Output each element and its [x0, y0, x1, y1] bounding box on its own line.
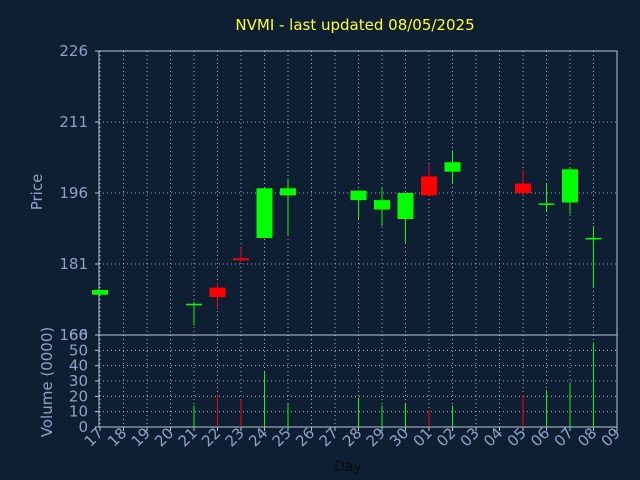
volume-tick-label: 20	[69, 387, 88, 405]
candle-body	[421, 176, 437, 196]
candle	[209, 282, 226, 309]
candle-body	[186, 303, 202, 306]
candle	[186, 301, 202, 326]
candle-body	[374, 200, 390, 210]
price-tick-label: 181	[59, 255, 88, 273]
price-tick-label: 226	[59, 42, 88, 60]
candle-body	[515, 183, 531, 193]
candle	[444, 150, 461, 184]
price-axis-label: Price	[28, 174, 46, 211]
candle	[92, 290, 108, 295]
candle	[256, 188, 273, 238]
volume-bars	[193, 342, 594, 427]
chart-title: NVMI - last updated 08/05/2025	[235, 16, 474, 34]
candle-body	[350, 190, 367, 201]
candle	[585, 226, 602, 288]
candle-body	[92, 290, 108, 295]
candle-body	[280, 188, 296, 196]
candle-body	[397, 193, 414, 220]
volume-tick-label: 60	[69, 326, 88, 344]
volume-tick-label: 50	[69, 341, 88, 359]
candle	[397, 193, 414, 243]
price-tick-labels: 226 211 196 181 166	[59, 42, 99, 344]
volume-tick-label: 10	[69, 403, 88, 421]
candle-body	[209, 287, 226, 298]
candle	[233, 247, 249, 262]
price-tick-label: 211	[59, 113, 88, 131]
candle-body	[585, 237, 602, 240]
candle	[374, 188, 390, 227]
candle-body	[256, 188, 273, 238]
price-tick-label: 166	[59, 326, 88, 344]
candle-body	[444, 162, 461, 172]
volume-tick-label: 40	[69, 357, 88, 375]
candles	[92, 150, 602, 326]
x-tick-labels: 1718192021222324252627282930010203040506…	[81, 424, 624, 450]
volume-axis-label: Volume (0000)	[38, 327, 56, 437]
price-tick-label: 196	[59, 184, 88, 202]
candle	[421, 164, 437, 196]
x-axis-label: Day	[334, 459, 362, 475]
candle	[350, 190, 367, 220]
candle-body	[538, 203, 555, 205]
candle-body	[562, 169, 578, 203]
candle	[538, 183, 555, 212]
candle-body	[233, 258, 249, 261]
volume-tick-label: 0	[78, 418, 88, 436]
volume-tick-label: 30	[69, 372, 88, 390]
candle	[562, 166, 578, 215]
candle	[515, 169, 531, 196]
candle	[280, 178, 296, 236]
